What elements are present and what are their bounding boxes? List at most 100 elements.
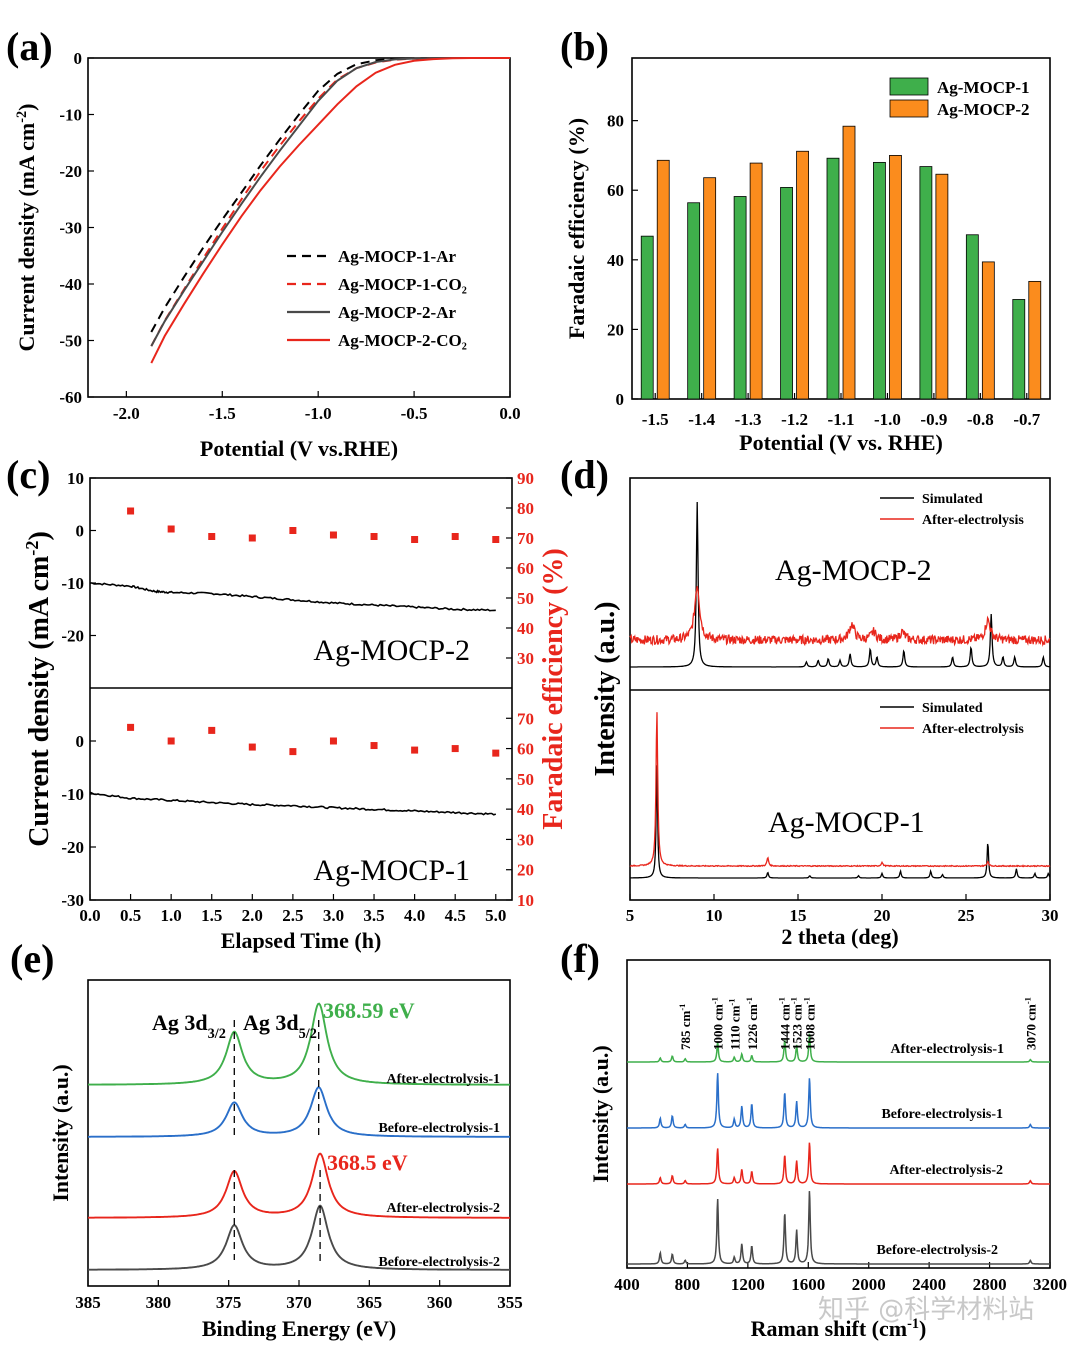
plot-frame: [89, 477, 513, 901]
y-tick-label: -50: [59, 332, 82, 351]
legend-label: Ag-MOCP-1-Ar: [338, 247, 456, 266]
x-tick-label: 800: [675, 1275, 701, 1294]
panel-label-c: (c): [6, 452, 50, 497]
experimental-trace: [629, 586, 1051, 647]
bar: [965, 234, 979, 400]
legend-swatch: [889, 77, 929, 96]
y2-tick-label: 70: [517, 709, 534, 728]
series-line: [150, 57, 510, 364]
material-label: Ag-MOCP-1: [313, 854, 470, 887]
x-axis-label: Potential (V vs.RHE): [200, 436, 398, 461]
x-tick-label: -1.3: [735, 410, 762, 429]
material-label: Ag-MOCP-2: [775, 554, 932, 587]
x-tick-label: 20: [874, 906, 891, 925]
x-tick-label: 2.0: [242, 906, 263, 925]
x-tick-label: 2.5: [282, 906, 303, 925]
band-label: 1608 cm-1: [801, 997, 817, 1050]
x-tick-label: 15: [790, 906, 807, 925]
x-axis-label: Elapsed Time (h): [221, 928, 382, 953]
bar: [749, 162, 763, 400]
x-tick-label: 4.5: [445, 906, 466, 925]
bar: [780, 187, 793, 400]
y-tick-label: -30: [59, 219, 82, 238]
bar: [889, 155, 902, 400]
spectrum-trace: [88, 1002, 510, 1086]
bar: [842, 125, 856, 400]
series-label: Before-electrolysis-2: [876, 1243, 998, 1258]
x-tick-label: 5: [626, 906, 635, 925]
bar: [1012, 299, 1026, 400]
bar: [703, 177, 717, 400]
y-tick-label: 80: [607, 112, 624, 131]
band-label: 1523 cm-1: [789, 997, 805, 1050]
y-tick-label: 40: [607, 251, 624, 270]
bar: [981, 261, 995, 400]
bar: [1028, 280, 1042, 400]
y-tick-label: -10: [59, 106, 82, 125]
panel-c: (c) 0.0 0.5 1.0 1.5 2.0 2.5 3.0 3.5 4.0 4.5 5.0 10 0…: [6, 452, 569, 953]
bar: [826, 157, 840, 400]
spectrum-trace: [627, 1142, 1050, 1185]
y-tick-label: 10: [67, 469, 84, 488]
y-axis-label: Current density (mA cm-2): [22, 531, 55, 847]
bar: [919, 166, 933, 400]
y-tick-label: -30: [61, 891, 84, 910]
y2-tick-label: 70: [517, 529, 534, 548]
x-tick-label: 360: [427, 1293, 453, 1312]
x-tick-label: 30: [1042, 906, 1059, 925]
x-tick-label: 4.0: [404, 906, 425, 925]
panel-b: (b) 0 20 40 60 80 -1.5 -1.4 -1.3 -1.2 -1.1 -1.0 -0.…: [560, 24, 1051, 455]
plot-frame: [626, 959, 1051, 1269]
y2-tick-label: 60: [517, 559, 534, 578]
fe-point: [329, 737, 337, 745]
fe-point: [208, 726, 216, 734]
fe-point: [127, 723, 135, 731]
fe-point: [492, 749, 500, 757]
x-tick-label: 380: [146, 1293, 172, 1312]
x-tick-label: 25: [958, 906, 975, 925]
y-axis-label: Intensity (a.u.): [48, 1064, 73, 1202]
spectrum-trace: [627, 1073, 1050, 1129]
x-tick-label: 400: [614, 1275, 640, 1294]
simulated-trace: [630, 501, 1050, 668]
watermark: 知乎 @科学材料站: [818, 1295, 1034, 1325]
y2-axis-label: Faradaic efficiency (%): [538, 548, 569, 829]
energy-annotation: 368.59 eV: [323, 998, 415, 1023]
material-label: Ag-MOCP-1: [768, 806, 925, 839]
panel-d: (d) 5 10 15 20 25 30 2 theta (deg) Intensity (a…: [560, 452, 1059, 949]
x-tick-label: 1200: [731, 1275, 765, 1294]
energy-annotation: 368.5 eV: [327, 1150, 408, 1175]
y-tick-label: 60: [607, 181, 624, 200]
bar: [733, 196, 747, 400]
legend-label: Ag-MOCP-2-Ar: [338, 303, 456, 322]
fe-point: [492, 536, 500, 543]
y2-tick-label: 30: [517, 649, 534, 668]
x-tick-label: -1.5: [209, 404, 236, 423]
y-tick-label: -10: [61, 574, 84, 593]
panel-e: (e) 385 380 375 370 365 360 355 Binding Energy …: [10, 936, 523, 1341]
series-label: Before-electrolysis-1: [378, 1121, 500, 1136]
x-tick-label: 3.5: [363, 906, 384, 925]
y-tick-label: -20: [61, 838, 84, 857]
band-label: 785 cm-1: [677, 1004, 693, 1050]
series-line: [150, 57, 510, 347]
series-label: After-electrolysis-2: [387, 1201, 501, 1216]
fe-point: [248, 743, 256, 751]
x-tick-label: 370: [286, 1293, 312, 1312]
series-label: After-electrolysis-1: [387, 1072, 501, 1087]
series-label: Before-electrolysis-2: [378, 1255, 500, 1270]
band-label: 1110 cm-1: [726, 999, 742, 1050]
y-tick-label: 0: [76, 522, 85, 541]
x-axis-label: Binding Energy (eV): [202, 1316, 396, 1341]
panel-label-f: (f): [560, 936, 600, 981]
fe-point: [167, 525, 175, 533]
peak-label: Ag 3d3/2: [152, 1010, 226, 1042]
x-tick-label: 3200: [1033, 1275, 1067, 1294]
x-tick-label: -1.4: [688, 410, 715, 429]
legend-label: Ag-MOCP-1-CO₂: [338, 275, 467, 294]
legend-label: Simulated: [922, 492, 983, 507]
fe-point: [329, 531, 337, 539]
bar: [687, 202, 701, 400]
y2-tick-label: 50: [517, 589, 534, 608]
y-tick-label: -10: [61, 785, 84, 804]
